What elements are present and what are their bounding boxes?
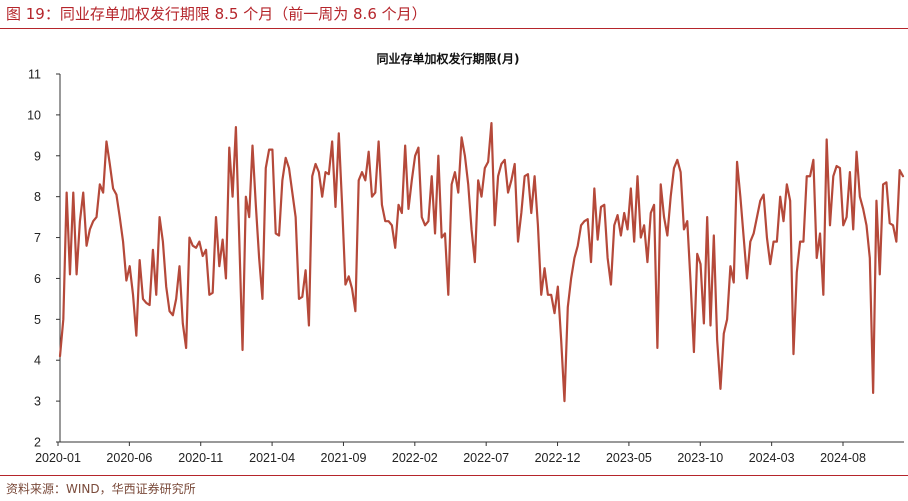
figure-title: 图 19：同业存单加权发行期限 8.5 个月（前一周为 8.6 个月）	[6, 5, 427, 23]
x-tick-label: 2022-07	[463, 451, 509, 465]
x-tick-label: 2023-10	[677, 451, 723, 465]
x-tick-label: 2022-02	[392, 451, 438, 465]
x-tick-label: 2020-01	[35, 451, 81, 465]
x-tick-label: 2023-05	[606, 451, 652, 465]
x-tick-label: 2020-06	[106, 451, 152, 465]
x-tick-label: 2022-12	[535, 451, 581, 465]
x-tick-label: 2021-04	[249, 451, 295, 465]
y-tick-label: 3	[34, 395, 41, 409]
header-divider	[0, 28, 908, 29]
y-tick-label: 2	[34, 436, 41, 450]
x-tick-label: 2024-08	[820, 451, 866, 465]
x-tick-label: 2024-03	[749, 451, 795, 465]
y-tick-label: 7	[34, 231, 41, 245]
y-tick-label: 11	[28, 68, 41, 82]
y-tick-label: 10	[27, 108, 41, 122]
footer-divider	[0, 475, 908, 476]
chart-title: 同业存单加权发行期限(月)	[377, 51, 520, 66]
y-tick-label: 4	[34, 354, 41, 368]
y-tick-label: 9	[34, 149, 41, 163]
series-layer	[58, 121, 905, 403]
y-tick-label: 8	[34, 190, 41, 204]
source-note: 资料来源：WIND，华西证券研究所	[6, 482, 196, 496]
y-axis: 2 3 4 5 6 7 8 9 10 11	[27, 68, 61, 450]
x-tick-label: 2021-09	[321, 451, 367, 465]
y-tick-label: 5	[34, 313, 41, 327]
x-axis: 2020-01 2020-06 2020-11 2021-04 2021-09 2022-…	[35, 441, 904, 465]
y-tick-label: 6	[34, 272, 41, 286]
x-tick-label: 2020-11	[178, 451, 223, 465]
series-line	[58, 121, 905, 403]
